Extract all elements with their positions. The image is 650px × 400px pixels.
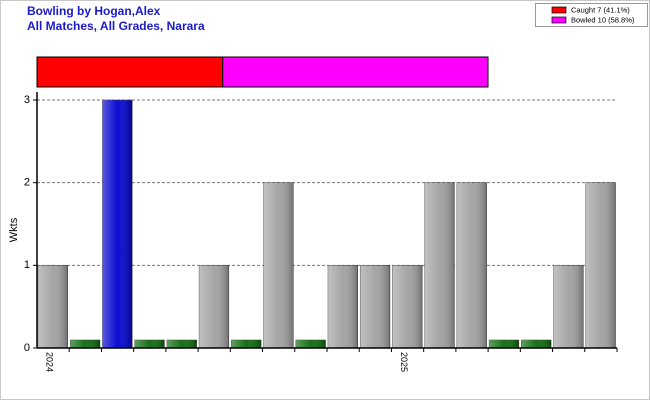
legend-swatch — [551, 16, 567, 24]
bar-shade — [585, 182, 616, 348]
bar-shade — [134, 340, 165, 348]
legend-swatch — [551, 6, 567, 14]
y-tick-label: 2 — [24, 177, 30, 189]
y-tick-label: 3 — [24, 94, 30, 106]
x-tick-label: 2025 — [399, 352, 409, 372]
x-tick-label: 2024 — [45, 352, 55, 372]
proportion-segment — [222, 56, 489, 88]
proportion-segment — [36, 56, 224, 88]
y-tick-label: 0 — [24, 342, 30, 354]
bar-shade — [38, 265, 68, 348]
bar-shade — [489, 340, 519, 348]
bar-shade — [231, 340, 262, 348]
y-tick-label: 1 — [24, 259, 30, 271]
bar-shade — [199, 265, 229, 348]
bar-shade — [263, 182, 294, 348]
bar-shade — [392, 265, 423, 348]
legend-label: Bowled 10 (58.8%) — [571, 15, 635, 24]
bar-shade — [553, 265, 584, 348]
y-axis-label: Wkts — [8, 217, 20, 242]
bar-shade — [295, 340, 326, 348]
chart-subtitle: All Matches, All Grades, Narara — [27, 19, 205, 33]
bar-shade — [424, 182, 455, 348]
bar-shade — [70, 340, 100, 348]
legend-label: Caught 7 (41.1%) — [571, 5, 630, 14]
bar-shade — [521, 340, 552, 348]
chart-title: Bowling by Hogan,Alex — [27, 4, 161, 18]
bar-shade — [360, 265, 390, 348]
bar-shade — [328, 265, 358, 348]
bar-shade — [166, 340, 197, 348]
bar-shade — [456, 182, 487, 348]
bar-shade — [102, 100, 133, 348]
